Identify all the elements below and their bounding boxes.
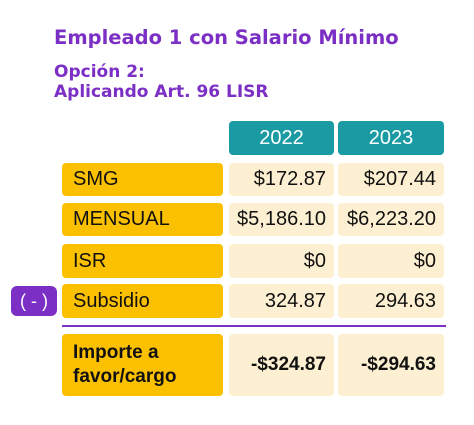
value-subsidio-2023: 294.63 xyxy=(338,284,444,318)
option-description: Aplicando Art. 96 LISR xyxy=(54,82,269,102)
year-header-2022: 2022 xyxy=(229,121,334,155)
page-title: Empleado 1 con Salario Mínimo xyxy=(54,26,399,49)
option-label: Opción 2: xyxy=(54,62,145,82)
year-header-2023: 2023 xyxy=(338,121,444,155)
row-label-mensual: MENSUAL xyxy=(62,203,223,236)
value-importe-2023: -$294.63 xyxy=(338,334,444,396)
value-mensual-2023: $6,223.20 xyxy=(338,203,444,236)
value-subsidio-2022: 324.87 xyxy=(229,284,334,318)
row-label-smg: SMG xyxy=(62,163,223,196)
row-label-isr: ISR xyxy=(62,244,223,278)
minus-badge: ( - ) xyxy=(11,286,57,316)
value-isr-2023: $0 xyxy=(338,244,444,278)
row-label-importe: Importe a favor/cargo xyxy=(62,334,223,396)
value-importe-2022: -$324.87 xyxy=(229,334,334,396)
value-smg-2022: $172.87 xyxy=(229,163,334,196)
value-mensual-2022: $5,186.10 xyxy=(229,203,334,236)
value-smg-2023: $207.44 xyxy=(338,163,444,196)
total-divider xyxy=(62,325,446,327)
row-label-subsidio: Subsidio xyxy=(62,284,223,318)
value-isr-2022: $0 xyxy=(229,244,334,278)
